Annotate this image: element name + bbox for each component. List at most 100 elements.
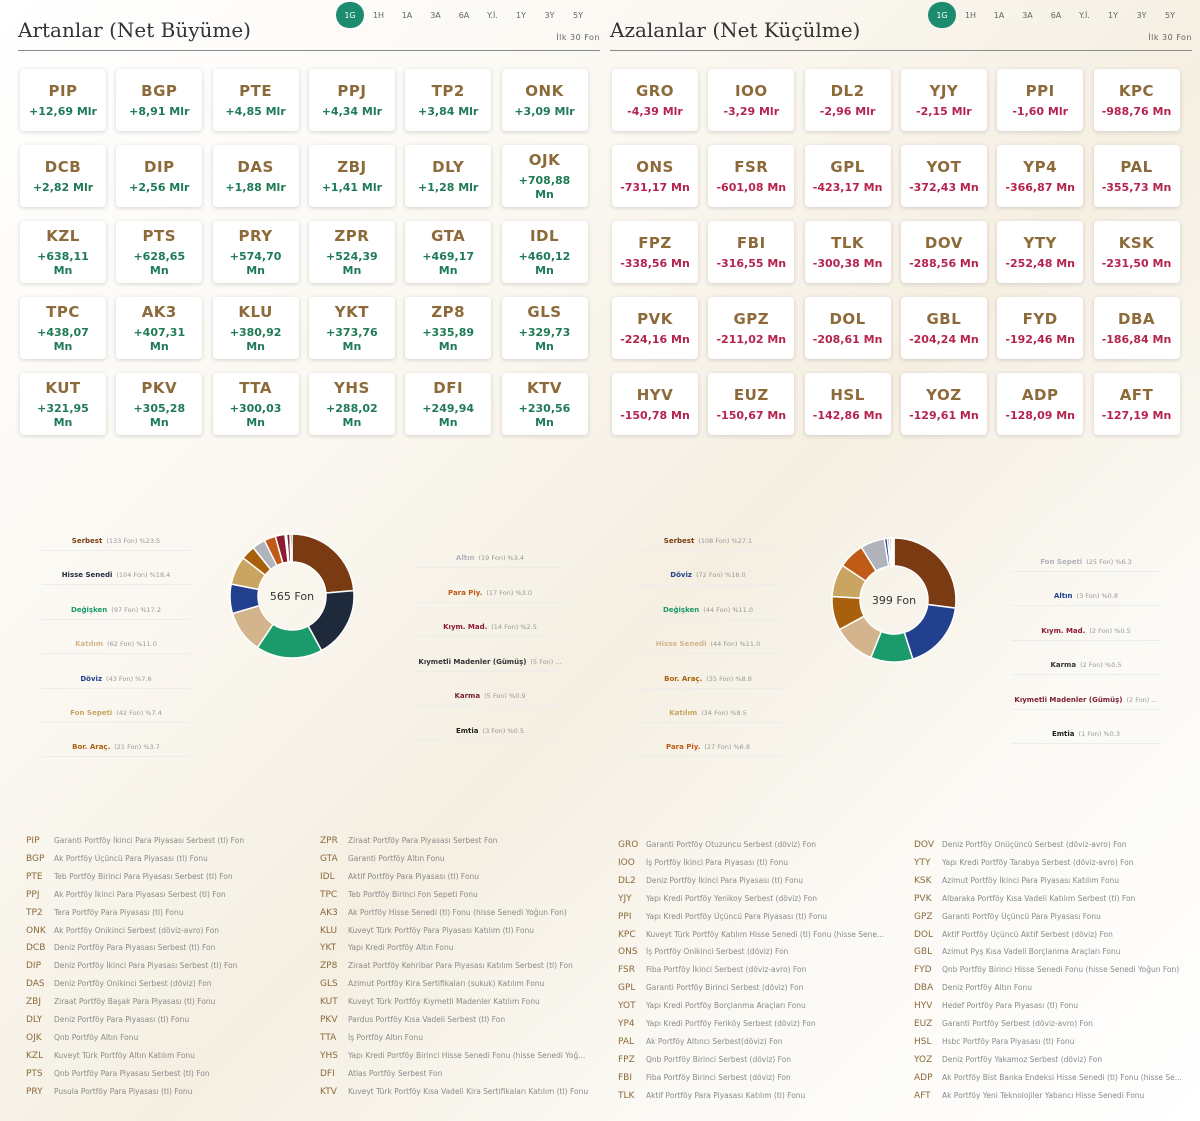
legend-item[interactable]: Fon Sepeti (42 Fon) %7.4 (42, 703, 190, 723)
fund-list-row[interactable]: YTY Yapı Kredi Portföy Tarabya Serbest (d… (914, 858, 1194, 871)
fund-card[interactable]: FPZ -338,56 Mn (612, 221, 698, 283)
fund-card[interactable]: KZL +638,11 Mn (20, 221, 106, 283)
fund-list-row[interactable]: ADP Ak Portföy Bist Banka Endeksi Hisse S… (914, 1073, 1194, 1086)
fund-card[interactable]: HSL -142,86 Mn (804, 373, 891, 435)
legend-item[interactable]: Hisse Senedi (44 Fon) %11.0 (634, 634, 782, 654)
fund-list-row[interactable]: TLK Aktif Portföy Para Piyasası Katılım (… (618, 1091, 898, 1104)
fund-list-row[interactable]: PPI Yapı Kredi Portföy Üçüncü Para Piyasa… (618, 912, 898, 925)
fund-list-row[interactable]: DIP Deniz Portföy İkinci Para Piyasası Se… (26, 961, 306, 974)
fund-list-row[interactable]: PAL Ak Portföy Altıncı Serbest(döviz) Fon (618, 1037, 898, 1050)
fund-list-row[interactable]: FYD Qnb Portföy Birinci Hisse Senedi Fonu… (914, 965, 1194, 978)
period-button[interactable]: 3Y (1136, 10, 1147, 20)
fund-list-row[interactable]: YP4 Yapı Kredi Portföy Feriköy Serbest (d… (618, 1019, 898, 1032)
donut-slice[interactable] (289, 533, 293, 563)
fund-card[interactable]: DLY +1,28 Mlr (405, 145, 492, 207)
fund-list-row[interactable]: DBA Deniz Portföy Altın Fonu (914, 983, 1194, 996)
period-button[interactable]: 1A (993, 10, 1005, 20)
fund-list-row[interactable]: DOV Deniz Portföy Onüçüncü Serbest (döviz… (914, 840, 1194, 853)
fund-card[interactable]: TTA +300,03 Mn (212, 373, 299, 435)
fund-card[interactable]: BGP +8,91 Mlr (116, 69, 203, 131)
fund-card[interactable]: KUT +321,95 Mn (20, 373, 106, 435)
fund-list-row[interactable]: IOO İş Portföy İkinci Para Piyasası (tl) … (618, 858, 898, 871)
legend-item[interactable]: Katılım (34 Fon) %8.5 (634, 703, 782, 723)
fund-card[interactable]: YP4 -366,87 Mn (997, 145, 1084, 207)
fund-list-row[interactable]: OJK Qnb Portföy Altın Fonu (26, 1033, 306, 1046)
period-button[interactable]: 1Y (1108, 10, 1118, 20)
period-button[interactable]: 6A (458, 10, 470, 20)
legend-item[interactable]: Para Piy. (27 Fon) %6.8 (634, 737, 782, 757)
fund-card[interactable]: TPC +438,07 Mn (20, 297, 106, 359)
legend-item[interactable]: Kıym. Mad. (14 Fon) %2.5 (416, 617, 564, 637)
fund-list-row[interactable]: ONK Ak Portföy Onikinci Serbest (döviz-av… (26, 926, 306, 939)
period-button[interactable]: 1G (928, 2, 956, 28)
fund-list-row[interactable]: YJY Yapı Kredi Portföy Yenikoy Serbest (d… (618, 894, 898, 907)
fund-list-row[interactable]: DOL Aktif Portföy Üçüncü Aktif Serbest (d… (914, 930, 1194, 943)
fund-card[interactable]: PTE +4,85 Mlr (212, 69, 299, 131)
fund-card[interactable]: OJK +708,88 Mn (501, 145, 588, 207)
fund-list-row[interactable]: PTE Teb Portföy Birinci Para Piyasası Ser… (26, 872, 306, 885)
legend-item[interactable]: Emtia (1 Fon) %0.3 (1012, 724, 1160, 744)
fund-card[interactable]: TLK -300,38 Mn (804, 221, 891, 283)
fund-card[interactable]: PRY +574,70 Mn (212, 221, 299, 283)
fund-card[interactable]: KSK -231,50 Mn (1093, 221, 1180, 283)
fund-card[interactable]: FSR -601,08 Mn (708, 145, 795, 207)
fund-list-row[interactable]: KPC Kuveyt Türk Portföy Katılım Hisse Sen… (618, 930, 898, 943)
fund-card[interactable]: AK3 +407,31 Mn (116, 297, 203, 359)
fund-card[interactable]: KTV +230,56 Mn (501, 373, 588, 435)
fund-card[interactable]: IDL +460,12 Mn (501, 221, 588, 283)
fund-list-row[interactable]: ONS İş Portföy Onikinci Serbest (döviz) F… (618, 947, 898, 960)
fund-list-row[interactable]: PTS Qnb Portföy Para Piyasası Serbest (tl… (26, 1069, 306, 1082)
fund-card[interactable]: ONK +3,09 Mlr (501, 69, 588, 131)
fund-card[interactable]: DCB +2,82 Mlr (20, 145, 106, 207)
legend-item[interactable]: Serbest (133 Fon) %23.5 (42, 531, 190, 551)
fund-card[interactable]: PVK -224,16 Mn (612, 297, 698, 359)
fund-card[interactable]: YJY -2,15 Mlr (900, 69, 987, 131)
legend-item[interactable]: Katılım (62 Fon) %11.0 (42, 634, 190, 654)
fund-list-row[interactable]: GLS Azimut Portföy Kira Sertifikaları (su… (320, 979, 600, 992)
donut-slice[interactable] (903, 603, 957, 661)
fund-card[interactable]: DFI +249,94 Mn (405, 373, 492, 435)
fund-card[interactable]: YTY -252,48 Mn (997, 221, 1084, 283)
fund-list-row[interactable]: PVK Albaraka Portföy Kısa Vadeli Katılım … (914, 894, 1194, 907)
fund-list-row[interactable]: KSK Azimut Portföy İkinci Para Piyasası K… (914, 876, 1194, 889)
fund-list-row[interactable]: DFI Atlas Portföy Serbest Fon (320, 1069, 600, 1082)
legend-item[interactable]: Döviz (72 Fon) %18.0 (634, 565, 782, 585)
period-button[interactable]: 3A (1022, 10, 1033, 20)
fund-list-row[interactable]: ZBJ Ziraat Portföy Başak Para Piyasası (t… (26, 997, 306, 1010)
fund-card[interactable]: YOT -372,43 Mn (900, 145, 987, 207)
donut-slice[interactable] (893, 537, 957, 609)
legend-item[interactable]: Serbest (108 Fon) %27.1 (634, 531, 782, 551)
fund-card[interactable]: GLS +329,73 Mn (501, 297, 588, 359)
period-button[interactable]: 3Y (544, 10, 555, 20)
period-button[interactable]: 1H (372, 10, 385, 20)
fund-card[interactable]: ADP -128,09 Mn (997, 373, 1084, 435)
fund-card[interactable]: KPC -988,76 Mn (1093, 69, 1180, 131)
fund-list-row[interactable]: BGP Ak Portföy Üçüncü Para Piyasası (tl) … (26, 854, 306, 867)
legend-item[interactable]: Kıymetli Madenler (Gümüş) (2 Fon) ... (1012, 690, 1160, 710)
fund-list-row[interactable]: IDL Aktif Portföy Para Piyasası (tl) Fonu (320, 872, 600, 885)
fund-card[interactable]: PTS +628,65 Mn (116, 221, 203, 283)
fund-card[interactable]: DBA -186,84 Mn (1093, 297, 1180, 359)
fund-list-row[interactable]: GBL Azimut Pyş Kısa Vadeli Borçlanma Araç… (914, 947, 1194, 960)
period-button[interactable]: Y.İ. (1079, 10, 1090, 20)
legend-item[interactable]: Bor. Araç. (21 Fon) %3.7 (42, 737, 190, 757)
fund-card[interactable]: ZBJ +1,41 Mlr (308, 145, 395, 207)
fund-card[interactable]: GTA +469,17 Mn (405, 221, 492, 283)
fund-list-row[interactable]: DAS Deniz Portföy Onikinci Serbest (döviz… (26, 979, 306, 992)
period-button[interactable]: 1G (336, 2, 364, 28)
fund-list-row[interactable]: DLY Deniz Portföy Para Piyasası (tl) Fonu (26, 1015, 306, 1028)
fund-card[interactable]: YKT +373,76 Mn (308, 297, 395, 359)
fund-card[interactable]: GRO -4,39 Mlr (612, 69, 698, 131)
legend-item[interactable]: Para Piy. (17 Fon) %3.0 (416, 583, 564, 603)
fund-card[interactable]: ZP8 +335,89 Mn (405, 297, 492, 359)
donut-slice[interactable] (892, 537, 895, 567)
legend-item[interactable]: Karma (2 Fon) %0.5 (1012, 655, 1160, 675)
fund-card[interactable]: IOO -3,29 Mlr (708, 69, 795, 131)
fund-card[interactable]: DAS +1,88 Mlr (212, 145, 299, 207)
fund-list-row[interactable]: GTA Garanti Portföy Altın Fonu (320, 854, 600, 867)
fund-list-row[interactable]: PRY Pusula Portföy Para Piyasası (tl) Fon… (26, 1087, 306, 1100)
donut-slice[interactable] (291, 533, 355, 594)
fund-list-row[interactable]: GPL Garanti Portföy Birinci Serbest (dövi… (618, 983, 898, 996)
fund-card[interactable]: DIP +2,56 Mlr (116, 145, 203, 207)
fund-list-row[interactable]: KZL Kuveyt Türk Portföy Altın Katılım Fon… (26, 1051, 306, 1064)
